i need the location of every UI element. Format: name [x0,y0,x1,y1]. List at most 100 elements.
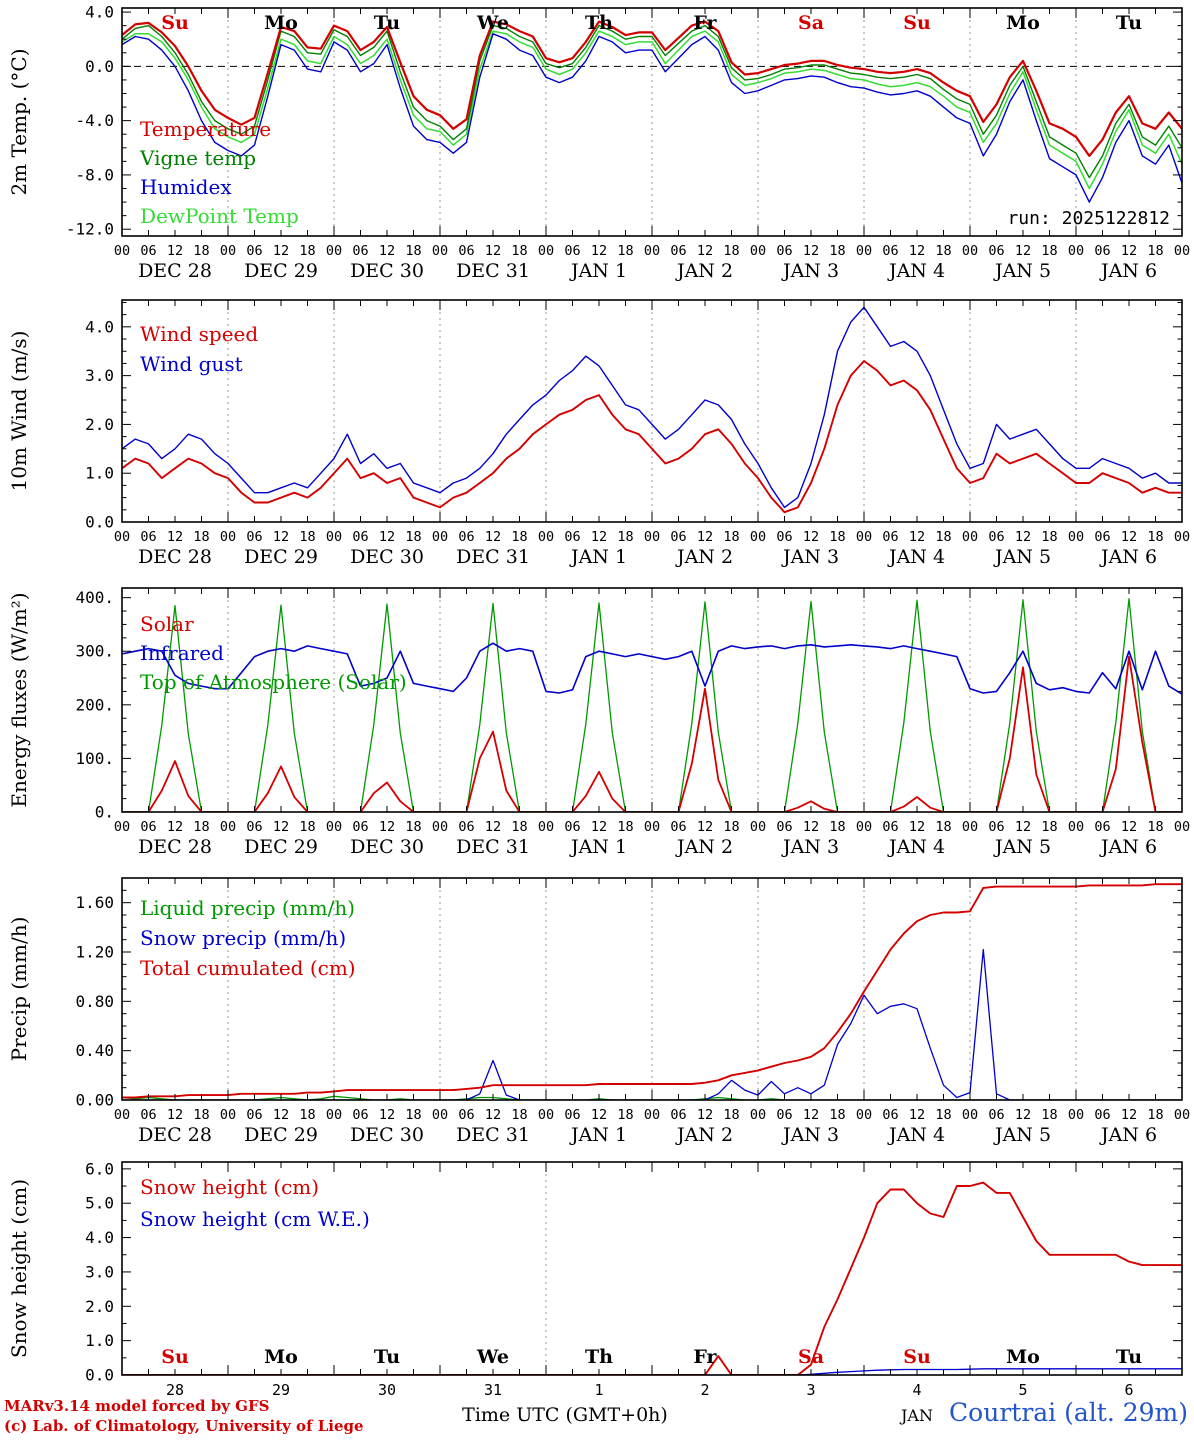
hour-tick-label: 18 [1041,819,1057,835]
hour-tick-label: 06 [246,243,262,259]
hour-tick-label: 18 [193,1107,209,1123]
hour-tick-label: 18 [299,819,315,835]
hour-tick-label: 12 [909,1107,925,1123]
hour-tick-label: 00 [1174,1107,1190,1123]
hour-tick-label: 12 [591,243,607,259]
hour-tick-label: 18 [935,529,951,545]
hour-tick-label: 12 [591,529,607,545]
hour-tick-label: 18 [1041,529,1057,545]
hour-tick-label: 00 [750,243,766,259]
hour-tick-label: 06 [458,1107,474,1123]
hour-tick-label: 18 [617,819,633,835]
hour-tick-label: 00 [326,243,342,259]
hour-tick-label: 18 [935,243,951,259]
hour-tick-label: 00 [1068,1107,1084,1123]
hour-tick-label: 12 [485,243,501,259]
y-tick-label: 0.40 [75,1041,114,1060]
series-humidex [122,33,1182,203]
hour-tick-label: 06 [564,529,580,545]
day-number: 1 [594,1381,603,1396]
series-snow-height-w-e- [122,1368,1182,1375]
hour-tick-label: 18 [723,1107,739,1123]
legend-temp-2: Humidex [140,175,232,199]
hour-tick-label: 06 [882,529,898,545]
day-label: DEC 29 [244,546,318,568]
hour-tick-label: 06 [776,243,792,259]
weekday-label: Su [161,1346,189,1368]
day-label: DEC 30 [350,1124,424,1146]
y-tick-label: 6.0 [85,1159,114,1178]
weekday-label: Su [161,12,189,34]
day-label: DEC 31 [456,546,530,568]
weekday-label: Fr [693,1346,717,1368]
day-label: DEC 30 [350,836,424,858]
hour-tick-label: 12 [273,529,289,545]
series-vigne-temp [122,24,1182,179]
y-tick-label: 3.0 [85,366,114,385]
day-label: JAN 2 [675,546,733,568]
weekday-label: Tu [374,12,400,34]
hour-tick-label: 12 [273,1107,289,1123]
hour-tick-label: 18 [1041,1107,1057,1123]
hour-tick-label: 00 [644,243,660,259]
hour-tick-label: 12 [167,1107,183,1123]
hour-tick-label: 18 [617,243,633,259]
hour-tick-label: 06 [1094,1107,1110,1123]
day-label: JAN 4 [887,1124,945,1146]
hour-tick-label: 00 [538,1107,554,1123]
chart-temp: 00 06 12 18 00 06 12 18 00 06 12 18 00 06 12 18 00 06 12 18… [7,3,1190,282]
hour-tick-label: 06 [988,243,1004,259]
legend-precip-0: Liquid precip (mm/h) [140,896,355,920]
y-tick-label: 0.0 [85,513,114,532]
hour-tick-label: 06 [246,529,262,545]
hour-tick-label: 18 [935,819,951,835]
y-tick-label: 200. [75,695,114,714]
day-label: JAN 1 [569,260,627,282]
legend-flux-0: Solar [140,612,194,636]
hour-tick-label: 00 [1174,243,1190,259]
hour-tick-label: 00 [856,529,872,545]
weekday-label: Su [903,1346,931,1368]
hour-tick-label: 06 [140,819,156,835]
model-credit-line1: MARv3.14 model forced by GFS [4,1397,270,1415]
weekday-label: Mo [1006,1346,1040,1368]
hour-tick-label: 18 [511,819,527,835]
day-label: JAN 1 [569,546,627,568]
day-label: DEC 30 [350,260,424,282]
day-number: 5 [1018,1381,1027,1396]
y-tick-label: 1.20 [75,943,114,962]
hour-tick-label: 00 [962,529,978,545]
hour-tick-label: 18 [829,243,845,259]
y-tick-label: 0.0 [85,1366,114,1385]
hour-tick-label: 00 [1068,529,1084,545]
model-credit-line2: (c) Lab. of Climatology, University of L… [4,1417,364,1435]
hour-tick-label: 12 [167,529,183,545]
hour-tick-label: 12 [273,243,289,259]
day-label: DEC 31 [456,836,530,858]
hour-tick-label: 00 [1068,819,1084,835]
weekday-label: Th [585,1346,613,1368]
y-tick-label: 5.0 [85,1194,114,1213]
hour-tick-label: 00 [1174,529,1190,545]
hour-tick-label: 12 [1121,1107,1137,1123]
hour-tick-label: 00 [114,819,130,835]
hour-tick-label: 12 [803,529,819,545]
hour-tick-label: 00 [644,1107,660,1123]
hour-tick-label: 18 [1147,243,1163,259]
hour-tick-label: 06 [776,819,792,835]
hour-tick-label: 06 [140,1107,156,1123]
hour-tick-label: 00 [962,1107,978,1123]
hour-tick-label: 00 [326,529,342,545]
day-label: DEC 29 [244,260,318,282]
y-tick-label: -8.0 [75,165,114,184]
hour-tick-label: 12 [697,529,713,545]
hour-tick-label: 18 [511,529,527,545]
hour-tick-label: 18 [405,529,421,545]
day-label: JAN 5 [993,836,1051,858]
series-wind-speed [122,360,1182,514]
y-tick-label: 0.0 [85,57,114,76]
hour-tick-label: 00 [326,819,342,835]
hour-tick-label: 00 [220,1107,236,1123]
plot-frame [121,299,1183,523]
hour-tick-label: 18 [829,529,845,545]
